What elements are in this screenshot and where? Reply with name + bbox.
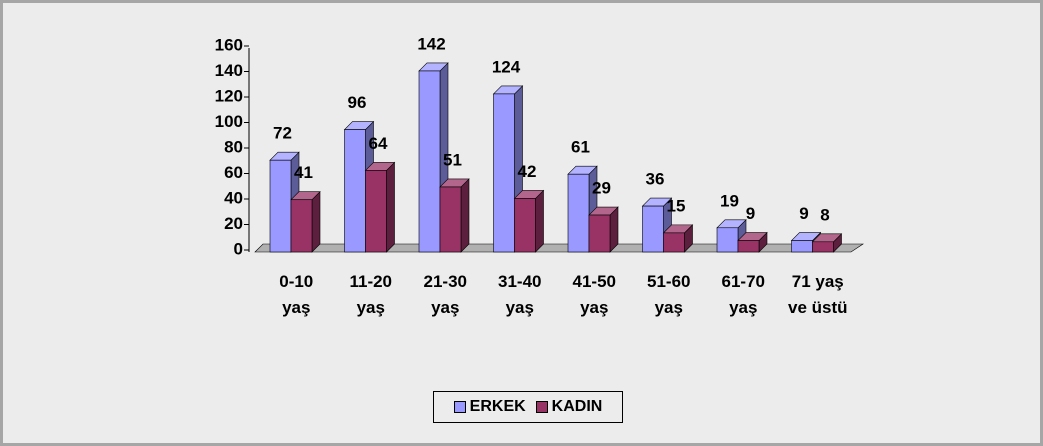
x-tick-label: 21-30 yaş	[423, 272, 467, 317]
bar	[493, 93, 515, 253]
y-tick-label: 0	[234, 239, 243, 258]
bar	[514, 198, 536, 253]
value-label: 64	[369, 134, 388, 153]
legend-label: KADIN	[551, 398, 603, 415]
x-tick-label: 51-60 yaş	[647, 272, 691, 317]
bar-side	[386, 161, 395, 253]
value-label: 41	[294, 163, 313, 182]
bar	[439, 186, 462, 253]
bar	[290, 199, 313, 253]
legend-label: ERKEK	[469, 398, 526, 415]
y-tick-label: 140	[215, 61, 243, 80]
legend-item: ERKEK	[453, 398, 526, 416]
value-label: 124	[492, 57, 521, 76]
bar	[344, 129, 366, 253]
bar	[812, 241, 834, 253]
value-label: 96	[348, 93, 367, 112]
x-tick-label: 31-40 yaş	[498, 272, 542, 317]
legend-swatch	[535, 401, 548, 413]
legend-item: KADIN	[535, 398, 603, 416]
value-label: 51	[443, 150, 462, 169]
bar	[418, 70, 441, 253]
bar	[588, 214, 611, 253]
x-tick-label: 11-20 yaş	[349, 272, 393, 317]
value-label: 9	[799, 204, 808, 223]
y-tick-label: 60	[224, 163, 243, 182]
bar	[791, 240, 813, 253]
value-label: 42	[518, 162, 537, 181]
bar	[567, 173, 590, 253]
value-label: 15	[667, 196, 686, 215]
value-label: 72	[273, 124, 292, 143]
bar	[269, 159, 292, 253]
legend: ERKEK KADIN	[433, 391, 623, 423]
bar-side	[311, 191, 321, 253]
value-label: 142	[417, 34, 445, 53]
y-tick-label: 120	[215, 86, 243, 105]
y-tick-label: 160	[215, 35, 243, 54]
x-tick-label: 41-50 yaş	[572, 272, 616, 317]
bar-side	[460, 178, 470, 253]
y-tick-label: 100	[215, 112, 243, 131]
bar-side	[535, 189, 544, 253]
x-tick-label: 61-70 yaş	[721, 272, 765, 317]
bar	[737, 240, 760, 253]
value-label: 19	[720, 191, 739, 210]
legend-swatch	[453, 401, 466, 413]
bar	[716, 227, 739, 253]
x-tick-label: 71 yaş ve üstü	[787, 272, 848, 317]
value-label: 29	[592, 179, 611, 198]
value-label: 9	[746, 204, 755, 223]
y-tick-label: 80	[224, 137, 243, 156]
value-label: 36	[646, 170, 665, 189]
y-tick-label: 40	[224, 188, 243, 207]
x-tick-label: 0-10 yaş	[279, 272, 314, 317]
value-label: 61	[571, 138, 590, 157]
plot: 0 20 40 60 80 100 120 140 160 72 41 96 64 142 51 124 42 6…	[215, 34, 864, 258]
bar	[642, 205, 664, 253]
y-tick-label: 20	[224, 214, 243, 233]
bar	[663, 232, 685, 253]
bar	[365, 170, 387, 253]
value-label: 8	[820, 205, 829, 224]
